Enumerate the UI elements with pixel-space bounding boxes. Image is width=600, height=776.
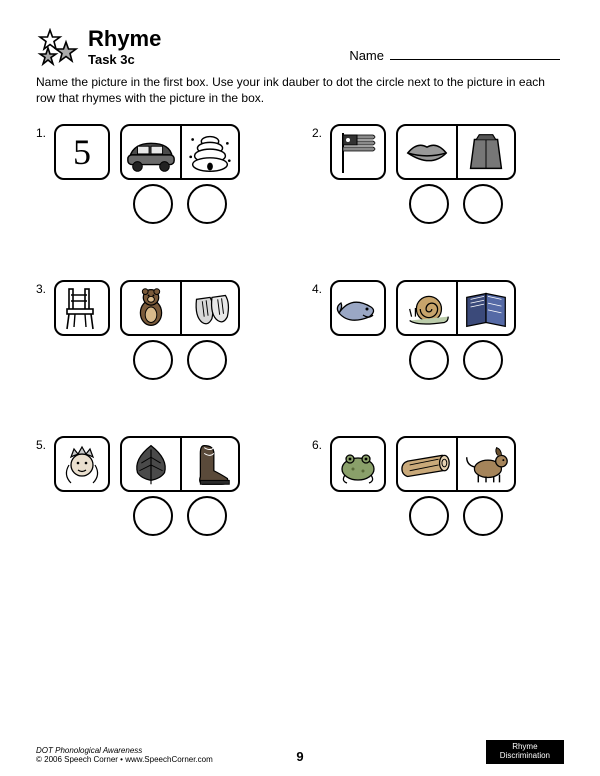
answer-circle[interactable] <box>133 184 173 224</box>
prompt-box-flag <box>330 124 386 180</box>
item-4: 4. <box>312 280 564 380</box>
answer-circle[interactable] <box>187 340 227 380</box>
choice-book <box>456 282 514 334</box>
answer-circle[interactable] <box>133 496 173 536</box>
item-number: 2. <box>312 124 326 224</box>
choice-pair <box>120 280 240 336</box>
choice-dog <box>456 438 514 490</box>
item-number: 1. <box>36 124 50 224</box>
item-number: 6. <box>312 436 326 536</box>
category-badge: Rhyme Discrimination <box>486 740 564 764</box>
prompt-box-five: 5 <box>54 124 110 180</box>
footer: DOT Phonological Awareness © 2006 Speech… <box>36 740 564 764</box>
choice-gloves <box>180 282 238 334</box>
prompt-box-chair <box>54 280 110 336</box>
choice-snail <box>398 282 456 334</box>
choice-pair <box>396 436 516 492</box>
answer-circle[interactable] <box>409 184 449 224</box>
item-2: 2. <box>312 124 564 224</box>
name-label: Name <box>349 48 384 63</box>
choice-pair <box>120 124 240 180</box>
badge-line2: Discrimination <box>500 752 550 761</box>
choice-leaf <box>122 438 180 490</box>
choice-bag <box>456 126 514 178</box>
page-number: 9 <box>296 749 303 764</box>
prompt-box-queen <box>54 436 110 492</box>
product-name: DOT Phonological Awareness <box>36 746 213 755</box>
answer-circle[interactable] <box>463 340 503 380</box>
answer-circle[interactable] <box>463 184 503 224</box>
instructions-text: Name the picture in the first box. Use y… <box>36 74 564 106</box>
page-title: Rhyme <box>88 28 161 50</box>
header: Rhyme Task 3c Name <box>36 28 564 68</box>
answer-circle[interactable] <box>187 496 227 536</box>
choice-lips <box>398 126 456 178</box>
task-label: Task 3c <box>88 52 161 67</box>
choice-pair <box>396 280 516 336</box>
item-number: 4. <box>312 280 326 380</box>
choice-pair <box>120 436 240 492</box>
item-3: 3. <box>36 280 288 380</box>
choice-hive <box>180 126 238 178</box>
prompt-box-frog <box>330 436 386 492</box>
worksheet-grid: 1. 5 <box>36 124 564 536</box>
answer-circle[interactable] <box>463 496 503 536</box>
choice-pair <box>396 124 516 180</box>
prompt-box-whale <box>330 280 386 336</box>
choice-car <box>122 126 180 178</box>
answer-circle[interactable] <box>409 340 449 380</box>
item-6: 6. <box>312 436 564 536</box>
answer-circle[interactable] <box>133 340 173 380</box>
stars-icon <box>36 28 80 68</box>
item-5: 5. <box>36 436 288 536</box>
choice-boot <box>180 438 238 490</box>
name-blank-line[interactable] <box>390 46 560 60</box>
choice-log <box>398 438 456 490</box>
answer-circle[interactable] <box>409 496 449 536</box>
item-1: 1. 5 <box>36 124 288 224</box>
answer-circle[interactable] <box>187 184 227 224</box>
copyright-text: © 2006 Speech Corner • www.SpeechCorner.… <box>36 755 213 764</box>
item-number: 3. <box>36 280 50 380</box>
choice-bear <box>122 282 180 334</box>
item-number: 5. <box>36 436 50 536</box>
five-glyph: 5 <box>73 131 91 173</box>
